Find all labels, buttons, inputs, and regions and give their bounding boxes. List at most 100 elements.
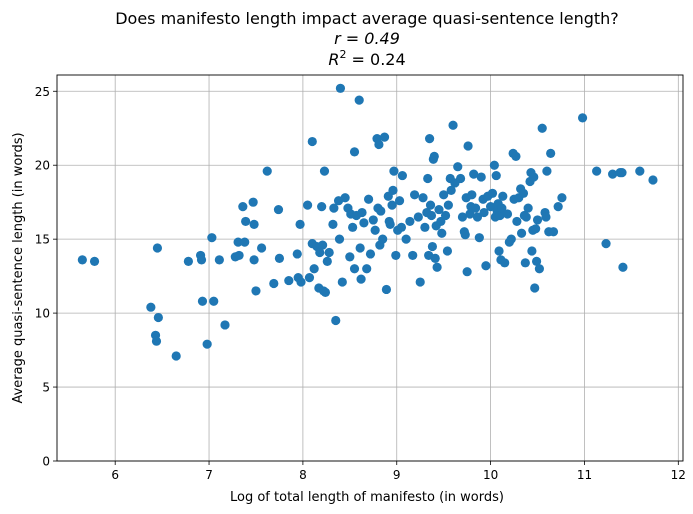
- data-point: [368, 215, 378, 225]
- data-point: [324, 247, 334, 258]
- data-point: [296, 277, 306, 287]
- data-point: [370, 225, 380, 235]
- data-point: [425, 200, 436, 210]
- data-point: [238, 202, 248, 212]
- data-point: [523, 203, 533, 213]
- data-point: [349, 147, 360, 157]
- data-point: [542, 166, 552, 176]
- data-point: [429, 151, 439, 161]
- data-point: [489, 160, 499, 170]
- data-point: [529, 172, 539, 182]
- data-point: [405, 216, 415, 227]
- data-point: [553, 202, 563, 212]
- data-point: [273, 204, 284, 215]
- x-tick-label: 6: [111, 468, 119, 482]
- data-point: [240, 237, 250, 247]
- data-point: [389, 166, 399, 176]
- data-point: [397, 170, 407, 181]
- data-point: [354, 95, 364, 105]
- data-point: [394, 196, 405, 206]
- data-point: [437, 228, 447, 238]
- data-point: [474, 233, 484, 243]
- data-point: [378, 234, 388, 244]
- data-point: [381, 284, 392, 295]
- x-axis-ticks: 6 7 8 9 10 11 12: [111, 461, 686, 482]
- data-point: [388, 185, 398, 195]
- data-point: [262, 166, 272, 176]
- x-tick-label: 7: [205, 468, 213, 482]
- data-point: [521, 212, 531, 222]
- data-point: [442, 246, 453, 256]
- y-axis-ticks: 0 5 10 15 20 25: [35, 85, 57, 469]
- data-point: [356, 274, 366, 284]
- x-tick-label: 8: [299, 468, 307, 482]
- y-axis-label: Average quasi-sentence length (in words): [11, 132, 26, 403]
- data-point: [379, 132, 390, 142]
- data-point: [274, 253, 285, 263]
- data-point: [307, 136, 317, 147]
- data-point: [541, 212, 551, 222]
- y-tick-label: 0: [42, 455, 50, 469]
- x-tick-label: 11: [577, 468, 592, 482]
- data-points: [77, 83, 658, 361]
- chart-subtitle-r2: R2 = 0.24: [328, 48, 405, 69]
- data-point: [500, 258, 510, 268]
- data-point: [315, 247, 325, 258]
- data-point: [462, 267, 472, 277]
- data-point: [460, 230, 470, 240]
- data-point: [443, 200, 453, 210]
- data-point: [455, 173, 466, 184]
- y-tick-label: 10: [35, 307, 50, 321]
- data-point: [249, 255, 259, 265]
- data-point: [494, 246, 504, 256]
- data-point: [365, 249, 376, 259]
- y-tick-label: 25: [35, 85, 50, 99]
- data-point: [446, 185, 456, 195]
- data-point: [207, 233, 217, 243]
- data-point: [486, 202, 496, 212]
- data-point: [196, 255, 207, 265]
- data-point: [467, 190, 477, 200]
- data-point: [197, 296, 208, 306]
- data-point: [408, 250, 418, 261]
- data-point: [309, 264, 319, 274]
- data-point: [465, 209, 475, 219]
- data-point: [348, 222, 358, 232]
- data-point: [648, 175, 658, 185]
- data-point: [453, 162, 463, 172]
- data-point: [319, 166, 330, 176]
- data-point: [320, 287, 331, 298]
- data-point: [202, 339, 212, 349]
- data-point: [387, 200, 397, 210]
- data-point: [269, 278, 279, 289]
- data-point: [328, 219, 338, 229]
- data-point: [334, 234, 345, 244]
- data-point: [592, 166, 602, 176]
- data-point: [479, 207, 489, 218]
- data-point: [518, 188, 529, 198]
- data-point: [220, 320, 230, 330]
- data-point: [548, 227, 559, 237]
- data-point: [491, 170, 501, 181]
- data-point: [385, 219, 395, 229]
- data-point: [171, 351, 181, 361]
- data-point: [511, 151, 521, 161]
- data-point: [557, 193, 567, 203]
- data-point: [317, 202, 327, 212]
- data-point: [420, 222, 430, 232]
- data-point: [391, 250, 401, 261]
- data-point: [413, 212, 423, 222]
- data-point: [617, 168, 627, 178]
- data-point: [532, 215, 543, 225]
- data-point: [537, 123, 547, 133]
- data-point: [497, 203, 507, 213]
- data-point: [146, 302, 156, 312]
- data-point: [349, 264, 360, 274]
- x-tick-label: 9: [393, 468, 401, 482]
- data-point: [434, 204, 444, 215]
- chart-title: Does manifesto length impact average qua…: [115, 9, 619, 28]
- data-point: [318, 240, 328, 250]
- data-point: [506, 234, 516, 244]
- data-point: [546, 148, 556, 158]
